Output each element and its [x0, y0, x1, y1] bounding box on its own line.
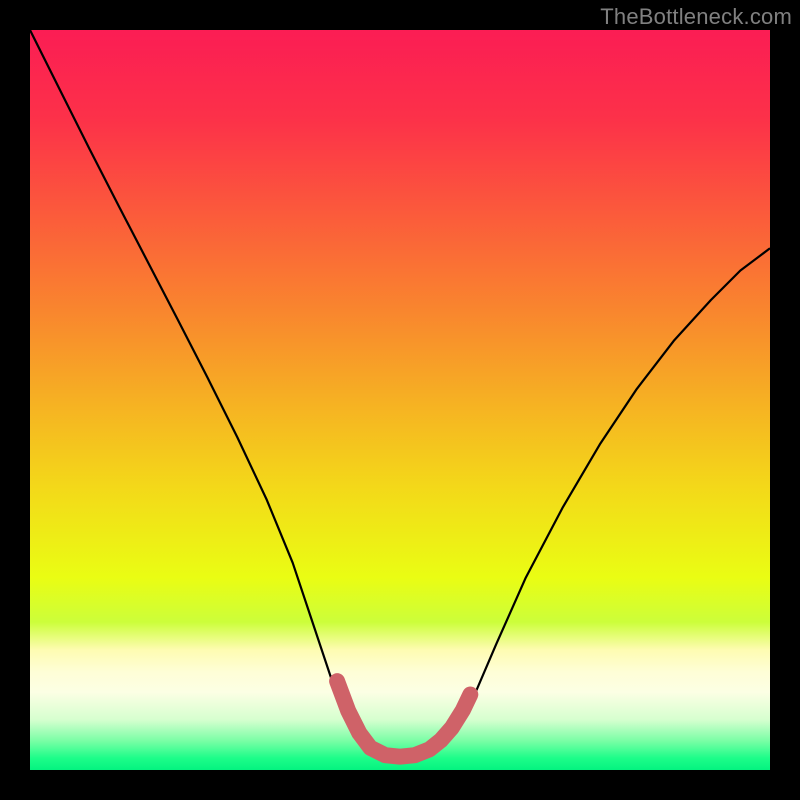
- chart-outer: TheBottleneck.com: [0, 0, 800, 800]
- bottom-highlight: [337, 681, 470, 756]
- plot-area: [30, 30, 770, 770]
- bottleneck-curve: [30, 30, 770, 757]
- watermark-text: TheBottleneck.com: [600, 4, 792, 30]
- plot-svg: [30, 30, 770, 770]
